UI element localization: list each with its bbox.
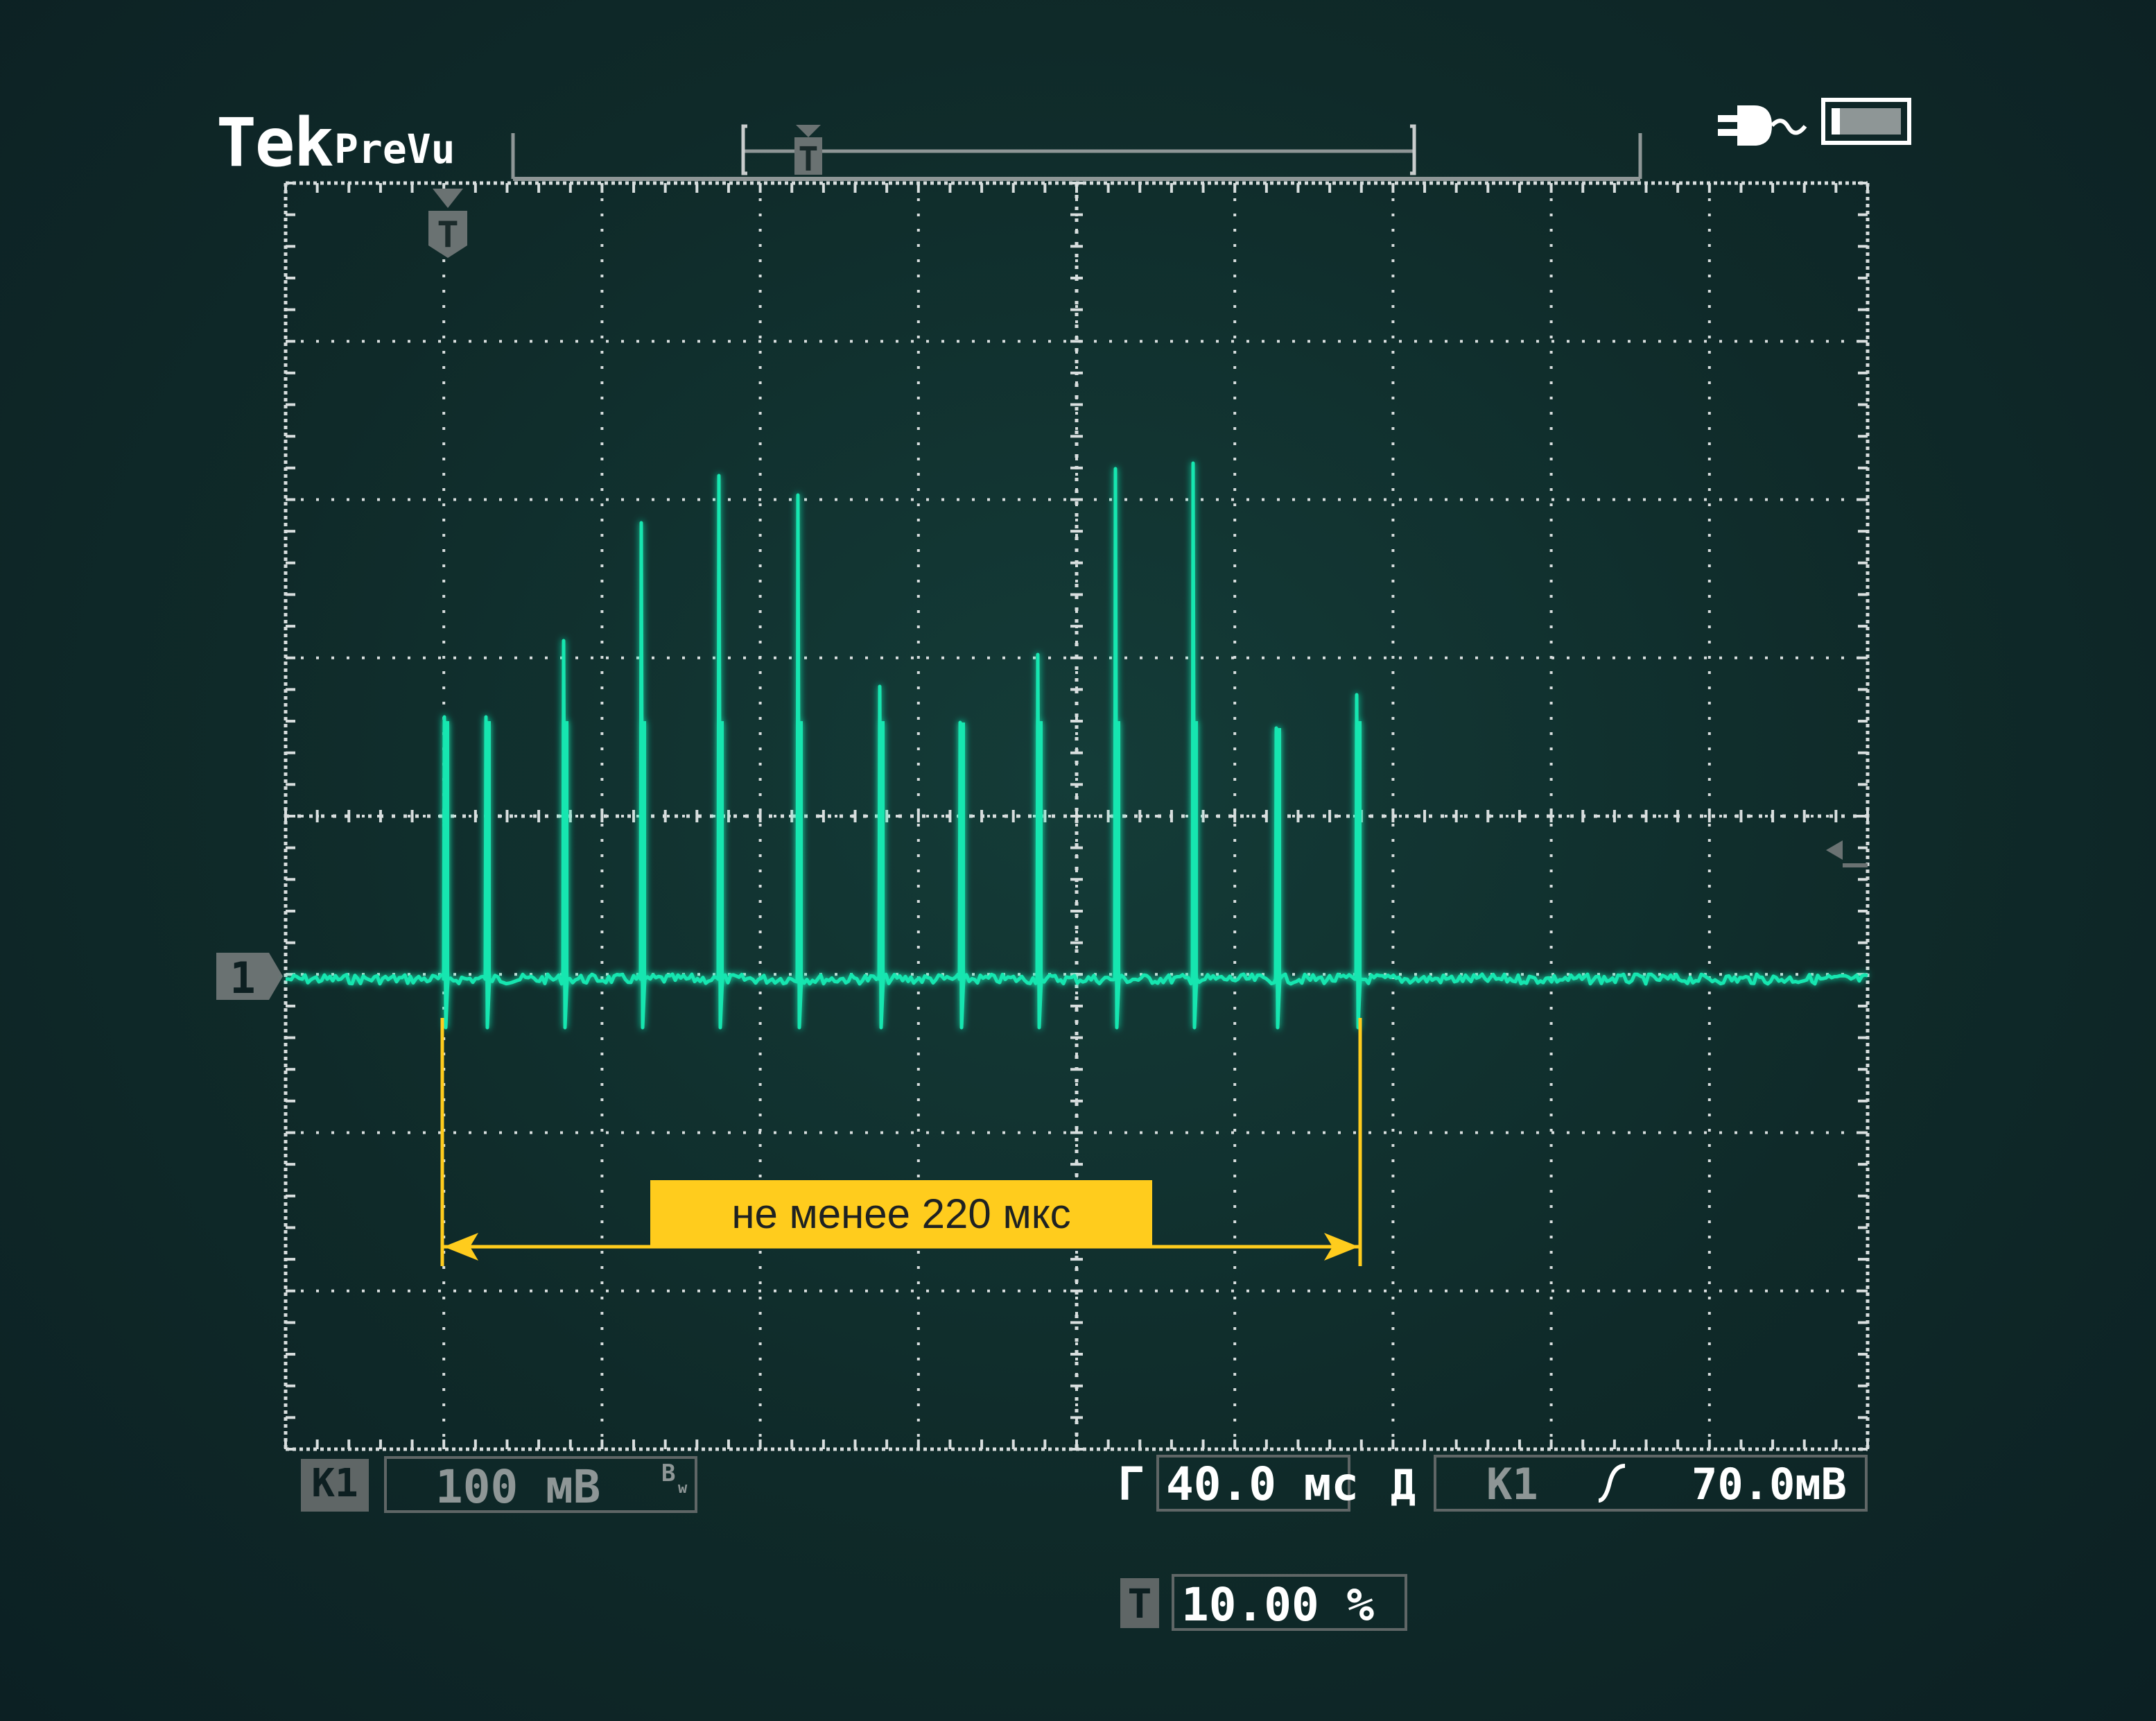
record-view-bar	[511, 124, 1642, 181]
brand-tek: Tek	[216, 104, 333, 182]
trigger-prefix: Д	[1391, 1461, 1416, 1510]
trigger-position-box[interactable]	[1172, 1574, 1407, 1631]
trigger-source: К1	[1486, 1459, 1538, 1510]
bandwidth-limit-label: B	[661, 1460, 676, 1487]
timebase-prefix: Г	[1118, 1458, 1145, 1511]
svg-text:T: T	[799, 140, 819, 179]
timebase-value: 40.0 мс	[1166, 1458, 1359, 1511]
channel-scale-box[interactable]	[384, 1456, 697, 1513]
power-plug-icon	[1718, 105, 1807, 146]
svg-text:1: 1	[229, 953, 255, 1003]
trigger-box[interactable]	[1434, 1455, 1868, 1512]
graticule	[284, 181, 1870, 1451]
record-trigger-marker-icon: T	[794, 125, 822, 179]
duration-bracket	[440, 1018, 1362, 1266]
brand-prevu: PreVu	[334, 126, 455, 173]
channel-scale: 100 мВ	[435, 1460, 601, 1514]
trigger-level: 70.0мВ	[1692, 1459, 1847, 1510]
bandwidth-limit-sub: w	[678, 1480, 688, 1497]
timebase-box[interactable]	[1156, 1455, 1350, 1512]
battery-icon	[1821, 98, 1911, 145]
channel-1-waveform	[285, 461, 1868, 1030]
channel-tag[interactable]: К1	[301, 1459, 369, 1512]
rising-edge-icon	[1598, 1464, 1626, 1503]
svg-text:T: T	[437, 214, 458, 256]
trigger-marker-icon: T	[428, 189, 467, 258]
duration-annotation: не менее 220 мкс	[650, 1180, 1152, 1247]
trigger-position-tag[interactable]: T	[1120, 1578, 1159, 1628]
waveform-trace	[285, 461, 1868, 1030]
channel-1-marker[interactable]: 1	[216, 953, 283, 1003]
trigger-position-value: 10.00 %	[1181, 1578, 1375, 1632]
trigger-level-marker-icon	[1826, 840, 1868, 867]
